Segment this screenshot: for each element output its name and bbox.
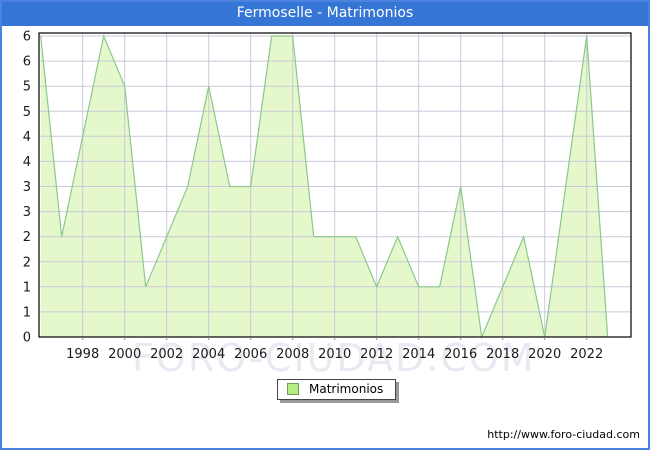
y-tick-label: 1 (23, 280, 31, 295)
y-tick-label: 5 (23, 105, 31, 120)
y-tick-label: 5 (23, 80, 31, 95)
y-tick-label: 2 (23, 255, 31, 270)
y-tick-label: 3 (23, 205, 31, 220)
watermark: FORO-CIUDAD.COM (132, 336, 536, 380)
chart-title: Fermoselle - Matrimonios (236, 5, 414, 21)
plot-frame (38, 32, 632, 338)
y-tick-label: 6 (23, 55, 31, 70)
y-tick-label: 4 (23, 155, 31, 170)
series-line (40, 33, 609, 340)
legend-label: Matrimonios (309, 382, 384, 396)
title-bar: Fermoselle - Matrimonios (2, 2, 648, 26)
y-tick-label: 4 (23, 130, 31, 145)
legend-swatch-matrimonios (287, 383, 299, 395)
x-tick-label: 2022 (570, 347, 603, 362)
legend: Matrimonios (277, 379, 397, 400)
y-tick-label: 1 (23, 305, 31, 320)
y-tick-label: 6 (23, 30, 31, 45)
series-area-fill (40, 36, 608, 337)
site-url: http://www.foro-ciudad.com (487, 428, 640, 441)
x-tick-label: 1998 (66, 347, 99, 362)
y-tick-label: 0 (23, 331, 31, 346)
y-tick-label: 3 (23, 180, 31, 195)
y-tick-label: 2 (23, 230, 31, 245)
